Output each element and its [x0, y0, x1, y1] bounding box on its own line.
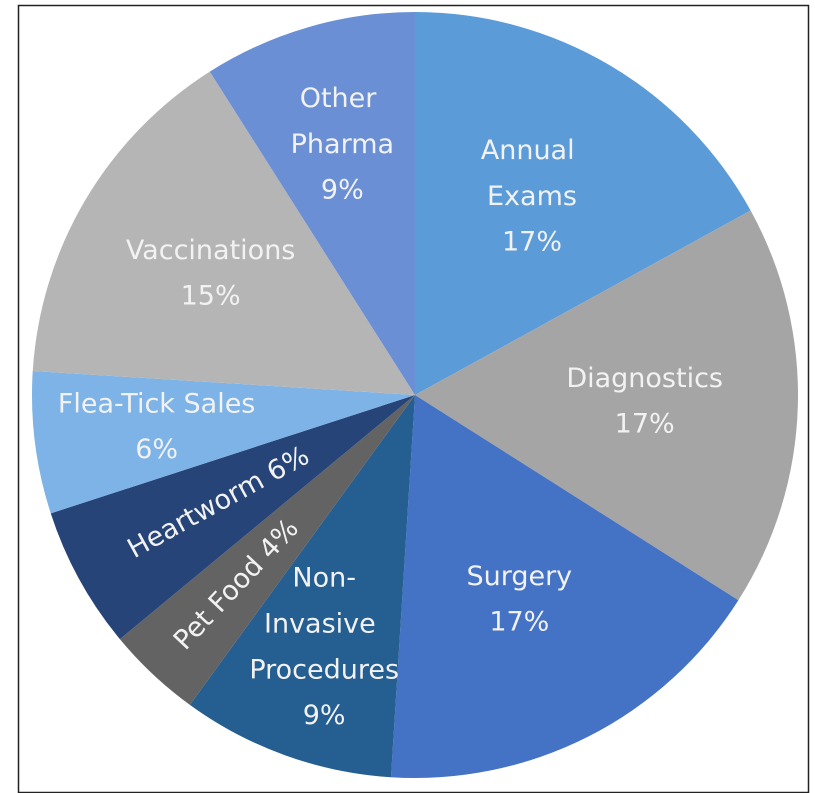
pie-slice [390, 395, 739, 779]
pie-slice [415, 210, 799, 601]
pie-slice [32, 370, 415, 514]
category-label: Other Pharma [291, 82, 394, 159]
value-label: 9% [303, 700, 346, 731]
category-label: Annual Exams [481, 135, 583, 212]
pie-slice [32, 71, 415, 395]
pie-slice [189, 395, 415, 778]
value-label: 17% [615, 409, 675, 440]
category-label: Non-Invasive Procedures [249, 562, 399, 685]
category-label: Vaccinations [126, 235, 296, 266]
pie-slice [50, 395, 415, 640]
pie-slice [415, 12, 751, 395]
value-label: 17% [489, 606, 549, 637]
value-label: 6% [135, 434, 178, 465]
value-label: 17% [502, 227, 562, 258]
pie-slice [119, 395, 415, 705]
category-label: Flea-Tick Sales [58, 388, 256, 419]
value-label: 15% [181, 281, 241, 312]
category-label: Surgery [466, 560, 572, 591]
value-label: 9% [321, 174, 364, 205]
category-label: Diagnostics [566, 363, 723, 394]
pie-slice [209, 12, 415, 395]
